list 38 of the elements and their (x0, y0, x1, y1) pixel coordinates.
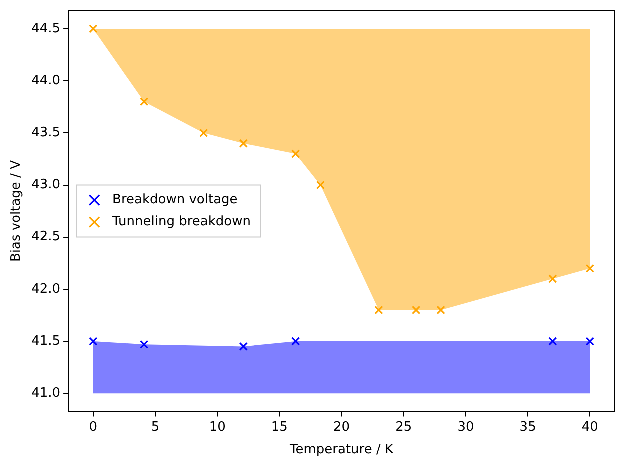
x-tick-label: 40 (582, 420, 598, 435)
y-tick-label: 41.5 (32, 334, 61, 349)
point (89, 24, 98, 34)
point (291, 337, 300, 346)
x-tick-label: 25 (396, 420, 412, 435)
y-tick-label: 43.5 (32, 126, 61, 141)
y-tick-label: 44.5 (32, 21, 61, 36)
y-tick-label: 41.0 (32, 386, 61, 401)
y-tick-label: 42.0 (32, 282, 61, 297)
point (200, 128, 208, 138)
point (140, 340, 149, 349)
x-tick-label: 10 (209, 420, 226, 435)
y-tick-label: 42.5 (32, 230, 61, 245)
point (374, 306, 384, 315)
point (291, 150, 300, 158)
y-tick-label: 44.0 (32, 73, 61, 88)
x-tick-label: 0 (89, 420, 98, 435)
point (140, 98, 149, 106)
point (548, 337, 558, 346)
y-tick-label: 43.0 (32, 178, 61, 193)
x-tick-label: 30 (458, 420, 474, 435)
legend-label: Breakdown voltage (112, 192, 238, 208)
point (586, 264, 594, 273)
point (586, 337, 594, 346)
x-tick-label: 5 (151, 420, 160, 435)
point (89, 337, 98, 346)
x-tick-label: 20 (334, 420, 350, 435)
point (239, 342, 248, 352)
y-axis-title: Bias voltage / V (9, 160, 24, 262)
x-tick-label: 15 (271, 420, 288, 435)
legend-label: Tunneling breakdown (112, 214, 251, 230)
point (412, 306, 421, 315)
x-axis-title: Temperature / K (289, 442, 394, 458)
x-tick-label: 35 (520, 420, 536, 435)
point (239, 139, 248, 148)
point (548, 274, 558, 284)
point (316, 180, 325, 190)
point (436, 306, 446, 315)
